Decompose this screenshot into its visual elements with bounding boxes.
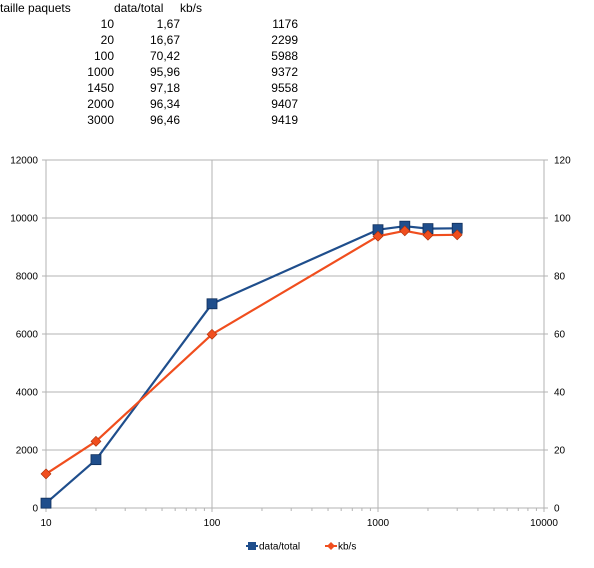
legend-label: kb/s	[338, 542, 356, 553]
data-table: taille paquets data/total kb/s 10 1,67 1…	[0, 0, 298, 128]
table-row: 100 70,42 5988	[0, 48, 298, 64]
left-tick-label: 8000	[16, 272, 39, 283]
data-point-diamond	[372, 230, 384, 242]
table-cell: 16,67	[149, 33, 180, 47]
table-cell: 70,42	[149, 49, 180, 63]
table-cell: 100	[93, 49, 114, 63]
table-cell: 1,67	[156, 17, 180, 31]
table-cell: 95,96	[149, 65, 180, 79]
x-tick-label: 1000	[367, 518, 390, 529]
table-cell: 9558	[271, 81, 298, 95]
legend-marker-square	[248, 542, 256, 550]
table-header-cell: taille paquets	[0, 1, 71, 15]
data-point-diamond	[422, 229, 434, 241]
left-tick-label: 4000	[16, 388, 39, 399]
table-cell: 2000	[87, 97, 114, 111]
table-cell: 1176	[272, 17, 298, 31]
table-row: 1450 97,18 9558	[0, 80, 298, 96]
right-tick-label: 20	[554, 446, 566, 457]
x-tick-label: 10000	[530, 518, 558, 529]
right-tick-label: 80	[554, 272, 566, 283]
data-point-square	[40, 497, 52, 509]
right-tick-label: 120	[554, 156, 571, 167]
table-cell: 1450	[87, 81, 114, 95]
left-tick-label: 6000	[16, 330, 39, 341]
table-row: 1000 95,96 9372	[0, 64, 298, 80]
series-line	[45, 225, 458, 505]
right-tick-label: 40	[554, 388, 566, 399]
table-cell: 9419	[271, 113, 298, 127]
data-point-square	[90, 454, 102, 466]
table-header-cell: kb/s	[180, 1, 203, 15]
data-point-diamond	[399, 225, 411, 237]
table-cell: 96,46	[149, 113, 180, 127]
legend-marker-diamond	[327, 542, 335, 550]
table-cell: 20	[100, 33, 114, 47]
left-tick-label: 2000	[16, 446, 39, 457]
table-row: 2000 96,34 9407	[0, 96, 298, 112]
table-cell: 5988	[271, 49, 298, 63]
table-cell: 9372	[271, 65, 298, 79]
data-point-diamond	[451, 229, 463, 241]
table-cell: 10	[100, 17, 114, 31]
table-cell: 96,34	[149, 97, 180, 111]
table-header-row: taille paquets data/total kb/s	[0, 0, 298, 16]
table-header-cell: data/total	[114, 1, 164, 15]
table-cell: 97,18	[149, 81, 180, 95]
data-point-diamond	[90, 435, 102, 447]
right-tick-label: 100	[554, 214, 571, 225]
table-cell: 2299	[271, 33, 298, 47]
left-tick-label: 12000	[10, 156, 38, 167]
table-cell: 9407	[271, 97, 298, 111]
x-tick-label: 10	[40, 518, 52, 529]
left-tick-label: 0	[32, 504, 38, 515]
right-tick-label: 60	[554, 330, 566, 341]
data-point-diamond	[40, 468, 52, 480]
right-tick-label: 0	[554, 504, 560, 515]
table-row: 3000 96,46 9419	[0, 112, 298, 128]
data-point-diamond	[206, 328, 218, 340]
table-row: 10 1,67 1176	[0, 16, 298, 32]
legend-label: data/total	[259, 542, 300, 553]
table-cell: 3000	[87, 113, 114, 127]
data-point-square	[206, 298, 218, 310]
left-tick-label: 10000	[10, 214, 38, 225]
x-tick-label: 100	[204, 518, 221, 529]
table-cell: 1000	[87, 65, 114, 79]
series-line	[45, 229, 458, 475]
table-row: 20 16,67 2299	[0, 32, 298, 48]
